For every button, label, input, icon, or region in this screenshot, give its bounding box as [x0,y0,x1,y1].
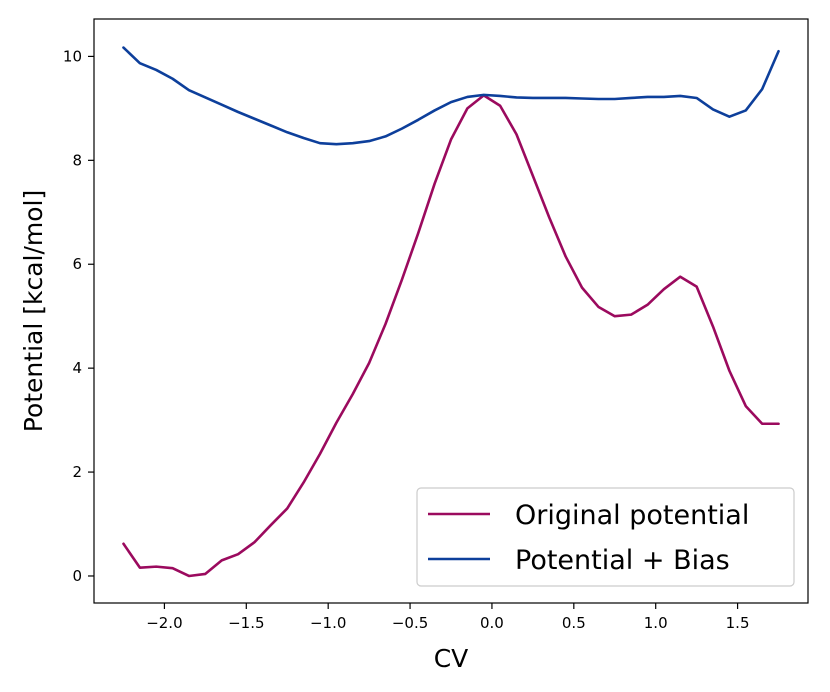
x-tick-label: −0.5 [392,614,428,632]
x-tick-label: −2.0 [146,614,182,632]
x-tick-label: −1.0 [310,614,346,632]
y-tick-label: 0 [72,567,82,585]
x-axis: −2.0 −1.5 −1.0 −0.5 0.0 0.5 1.0 1.5 [146,603,750,632]
series-line-1 [122,46,780,146]
legend-entry-original-potential: Original potential [515,500,749,531]
legend-box [416,487,795,587]
x-tick-label: −1.5 [228,614,264,632]
series-line-0 [122,94,780,578]
y-tick-label: 8 [72,151,82,169]
plot-lines [122,46,780,578]
y-tick-label: 10 [63,47,82,65]
y-tick-label: 6 [72,255,82,273]
x-axis-label: CV [434,644,469,673]
y-axis: 0 2 4 6 8 10 [63,47,94,585]
x-tick-label: 0.0 [480,614,504,632]
y-tick-label: 4 [72,359,82,377]
y-tick-label: 2 [72,463,82,481]
legend: Original potential Potential + Bias [416,487,795,587]
plot-frame [93,18,809,604]
x-tick-label: 0.5 [562,614,586,632]
x-tick-label: 1.0 [644,614,668,632]
y-axis-label: Potential [kcal/mol] [19,190,48,432]
x-tick-label: 1.5 [726,614,750,632]
legend-entry-potential-plus-bias: Potential + Bias [515,545,730,576]
